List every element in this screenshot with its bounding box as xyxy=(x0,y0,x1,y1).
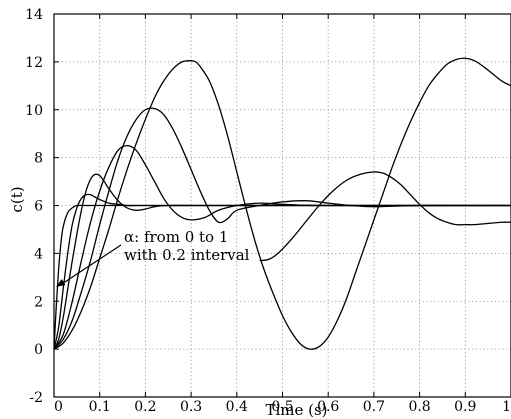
y-tick-label: 12 xyxy=(25,55,43,71)
x-tick-label: 0 xyxy=(54,399,63,415)
y-tick-label: 14 xyxy=(25,7,43,23)
annotation-arrow-head xyxy=(56,279,66,287)
x-tick-label: 1 xyxy=(502,399,511,415)
x-tick-label: 0.4 xyxy=(226,399,248,415)
x-tick-label: 0.1 xyxy=(89,399,111,415)
series-line-4 xyxy=(53,107,511,350)
series-group xyxy=(53,57,511,350)
x-axis-label: Time (s) xyxy=(265,401,327,419)
y-tick-label: 2 xyxy=(34,294,43,310)
annotation-line-1: α: from 0 to 1 xyxy=(124,228,228,246)
x-tick-label: 0.8 xyxy=(408,399,430,415)
annotation-line-2: with 0.2 interval xyxy=(124,246,250,264)
x-tick-label: 0.6 xyxy=(317,399,339,415)
annotation-arrow xyxy=(61,244,122,285)
x-tick-label: 0.5 xyxy=(271,399,293,415)
x-tick-label: 0.9 xyxy=(454,399,476,415)
series-line-6 xyxy=(259,171,511,262)
series-line-3 xyxy=(53,145,511,350)
y-axis-label: c(t) xyxy=(8,186,26,212)
y-tick-label: 6 xyxy=(34,199,43,215)
y-tick-label: 4 xyxy=(34,246,43,262)
x-tick-label: 0.3 xyxy=(180,399,202,415)
x-tick-label: 0.2 xyxy=(134,399,156,415)
y-tick-label: -2 xyxy=(29,390,43,406)
x-tick-label: 0.7 xyxy=(363,399,385,415)
axis-ticks: 0 0.1 0.2 0.3 0.4 0.5 0.6 0.7 0.8 0.9 1 -2 0 2 4 6 8 10 12… xyxy=(25,7,511,415)
y-tick-label: 10 xyxy=(25,103,43,119)
y-tick-label: 0 xyxy=(34,342,43,358)
y-tick-label: 8 xyxy=(34,151,43,167)
series-line-2 xyxy=(53,173,511,350)
series-line-5 xyxy=(53,57,511,350)
